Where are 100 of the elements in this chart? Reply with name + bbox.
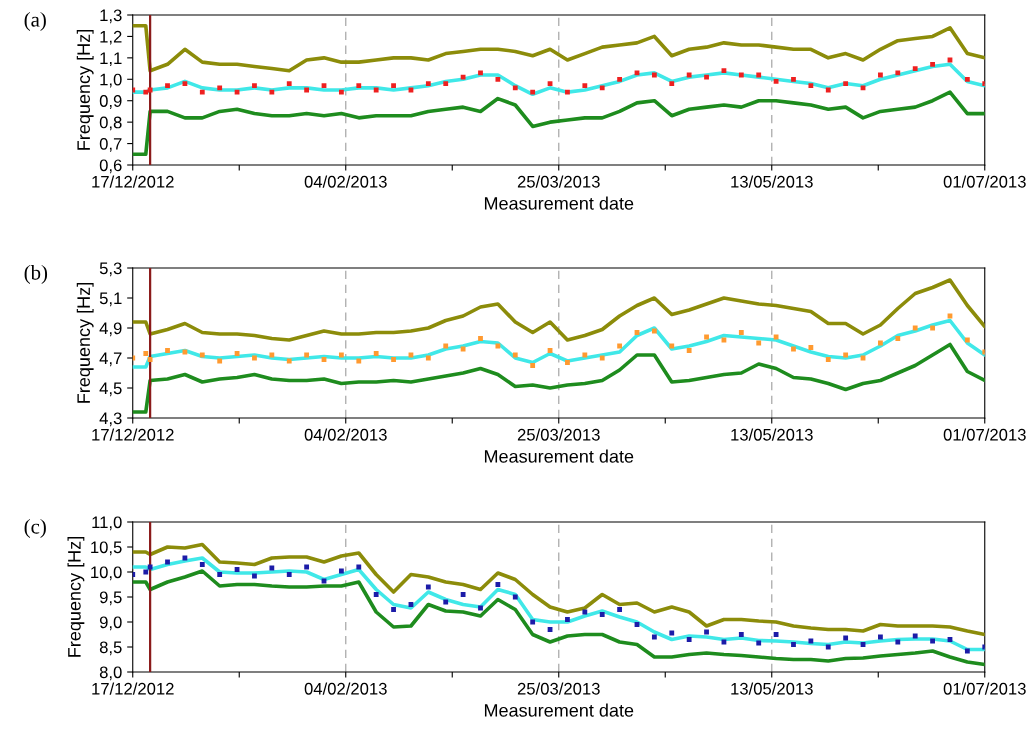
x-tick-label: 01/07/2013 — [943, 428, 1026, 441]
point — [895, 70, 901, 76]
point — [495, 76, 501, 82]
line-series — [132, 556, 985, 652]
point — [478, 336, 483, 341]
point — [425, 81, 431, 86]
point — [895, 336, 901, 341]
y-tick-label: 4,5 — [99, 382, 122, 397]
point — [930, 61, 935, 67]
x-tick-label: 04/02/2013 — [304, 682, 387, 695]
x-tick-label: 17/12/2012 — [92, 682, 174, 695]
x-tick-label: 25/03/2013 — [517, 682, 600, 695]
point — [460, 592, 466, 597]
y-tick-label: 1,1 — [100, 52, 122, 67]
point — [704, 74, 709, 80]
x-axis-title: Measurement date — [484, 449, 634, 463]
point — [912, 66, 918, 71]
y-axis-title: Frequency [Hz] — [76, 30, 94, 150]
chart-title: (b) — [24, 265, 48, 284]
point — [147, 357, 153, 362]
y-tick-label: 0,6 — [99, 159, 122, 174]
line-series — [132, 569, 985, 667]
x-tick-label: 25/03/2013 — [517, 175, 600, 188]
point — [808, 345, 814, 350]
y-tick-label: 10,0 — [91, 566, 122, 581]
x-tick-label: 04/02/2013 — [304, 175, 387, 188]
point — [964, 76, 970, 82]
point — [791, 76, 796, 82]
y-tick-label: 0,8 — [99, 116, 122, 131]
y-tick-label: 4,9 — [99, 322, 122, 337]
point — [391, 357, 396, 362]
point — [808, 83, 814, 89]
x-tick-label: 13/05/2013 — [731, 175, 813, 188]
y-tick-label: 1,0 — [100, 73, 122, 88]
point — [669, 81, 675, 86]
point — [391, 83, 396, 89]
point — [530, 89, 536, 95]
point — [165, 83, 170, 89]
point — [443, 81, 449, 86]
line-series — [132, 23, 985, 73]
y-tick-label: 8,5 — [99, 641, 122, 656]
point — [182, 81, 188, 86]
y-tick-label: 4,3 — [99, 412, 122, 427]
line-series — [132, 342, 985, 414]
x-tick-label: 25/03/2013 — [517, 428, 600, 441]
y-tick-label: 11,0 — [92, 516, 122, 531]
point — [686, 637, 692, 642]
point — [565, 617, 570, 622]
y-axis-title: Frequency [Hz] — [76, 283, 94, 403]
x-tick-label: 01/07/2013 — [943, 175, 1026, 188]
x-tick-label: 13/05/2013 — [731, 428, 813, 441]
x-tick-label: 01/07/2013 — [943, 682, 1026, 695]
x-tick-label: 04/02/2013 — [304, 428, 387, 441]
y-tick-label: 1,3 — [100, 9, 122, 24]
point — [738, 330, 744, 335]
y-axis-title: Frequency [Hz] — [67, 537, 85, 657]
x-axis-title: Measurement date — [484, 196, 634, 210]
y-tick-label: 5,3 — [99, 262, 122, 277]
point — [565, 89, 570, 95]
chart-title: (a) — [24, 12, 46, 31]
y-tick-label: 1,2 — [100, 30, 122, 45]
point — [356, 83, 362, 89]
point — [565, 360, 570, 365]
chart-title: (c) — [24, 519, 46, 538]
point — [373, 351, 379, 356]
y-tick-label: 5,1 — [99, 292, 122, 307]
point — [269, 89, 275, 95]
point — [495, 582, 501, 587]
point — [199, 562, 205, 567]
point — [530, 363, 536, 368]
y-tick-label: 8,0 — [99, 666, 122, 681]
point — [686, 348, 692, 353]
point — [217, 85, 223, 91]
point — [286, 81, 292, 86]
point — [773, 632, 779, 637]
point — [199, 89, 205, 95]
point — [738, 632, 744, 637]
point — [391, 607, 396, 612]
point — [617, 607, 623, 612]
line-series — [132, 90, 985, 157]
line-series — [132, 542, 985, 637]
point — [165, 348, 170, 353]
y-tick-label: 0,7 — [99, 137, 122, 152]
x-tick-label: 17/12/2012 — [92, 428, 174, 441]
x-tick-label: 13/05/2013 — [731, 682, 813, 695]
point — [338, 89, 344, 95]
point — [599, 612, 605, 617]
point — [617, 76, 623, 82]
point — [143, 89, 149, 95]
point — [599, 85, 605, 91]
point — [582, 83, 588, 89]
x-axis-title: Measurement date — [484, 703, 634, 717]
point — [217, 572, 223, 577]
y-tick-label: 10,5 — [91, 541, 122, 556]
point — [825, 357, 831, 362]
point — [773, 79, 779, 84]
point — [843, 81, 849, 86]
point — [373, 592, 379, 597]
x-tick-label: 17/12/2012 — [92, 175, 174, 188]
y-tick-label: 9,0 — [99, 616, 122, 631]
